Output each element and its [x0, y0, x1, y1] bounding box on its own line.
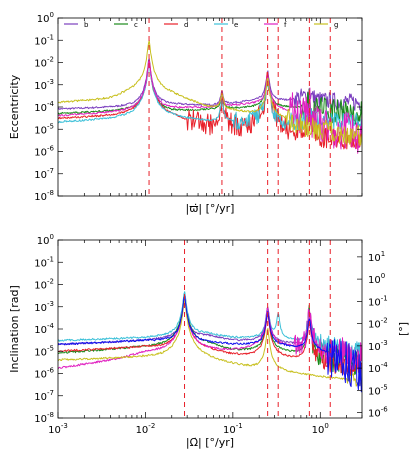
y-tick-label-6: 10-6: [34, 145, 54, 159]
y2-tick-label-7: 10-6: [368, 406, 388, 420]
legend-label-c: c: [134, 21, 138, 29]
y2-tick-label-5: 10-4: [368, 361, 388, 375]
y-tick-label-8: 10-8: [34, 189, 54, 203]
plot-frame: [57, 239, 363, 419]
y2-tick-label-6: 10-5: [368, 383, 388, 397]
x-axis-label: |ϖ̇| [°/yr]: [186, 202, 235, 215]
legend-label-g: g: [334, 21, 338, 29]
y2-tick-label-4: 10-3: [368, 339, 388, 353]
series-g: [58, 299, 362, 387]
legend-label-e: e: [234, 21, 238, 29]
y-tick-label-2: 10-2: [34, 56, 54, 70]
y-tick-label-0: 100: [37, 233, 54, 247]
y-tick-label-5: 10-5: [34, 122, 54, 136]
y-tick-label-6: 10-6: [34, 367, 54, 381]
y2-tick-label-0: 101: [368, 250, 385, 264]
y-axis-label: Eccentricity: [8, 74, 21, 139]
y-tick-label-1: 10-1: [34, 33, 54, 47]
y2-axis-label: [°]: [397, 322, 410, 336]
series-g: [58, 39, 362, 146]
x-tick-label-3: 100: [312, 422, 329, 436]
series-group: [58, 291, 362, 393]
y-tick-label-8: 10-8: [34, 411, 54, 425]
y2-tick-label-2: 10-1: [368, 294, 388, 308]
y-tick-label-7: 10-7: [34, 167, 54, 181]
y-tick-label-3: 10-3: [34, 300, 54, 314]
series-f: [58, 60, 362, 154]
y-tick-label-1: 10-1: [34, 255, 54, 269]
y-tick-label-4: 10-4: [34, 322, 54, 336]
y-axis-label: Inclination [rad]: [8, 285, 21, 372]
eccentricity-panel: 100 10-1 10-2 10-3 10-4 10-5 10-6 10-7 10-8 Eccen…: [8, 11, 363, 215]
x-axis-label: |Ω̇| [°/yr]: [186, 436, 234, 449]
series-blue: [58, 295, 362, 393]
series-e: [58, 62, 362, 131]
x-tick-label-2: 10-1: [223, 422, 243, 436]
legend-label-b: b: [84, 21, 89, 29]
series-f: [58, 294, 362, 372]
y-tick-label-5: 10-5: [34, 344, 54, 358]
y-tick-label-0: 100: [37, 11, 54, 25]
legend-label-f: f: [284, 21, 287, 29]
y2-tick-label-1: 100: [368, 272, 385, 286]
y-tick-label-7: 10-7: [34, 389, 54, 403]
y-tick-label-3: 10-3: [34, 78, 54, 92]
y-tick-label-2: 10-2: [34, 278, 54, 292]
y2-tick-label-3: 10-2: [368, 317, 388, 331]
x-tick-label-0: 10-3: [48, 422, 68, 436]
legend: b c d e f g: [64, 21, 338, 29]
series-group: [58, 39, 362, 154]
legend-label-d: d: [184, 21, 188, 29]
y-tick-label-4: 10-4: [34, 100, 54, 114]
x-tick-label-1: 10-2: [136, 422, 156, 436]
series-e: [58, 291, 362, 358]
